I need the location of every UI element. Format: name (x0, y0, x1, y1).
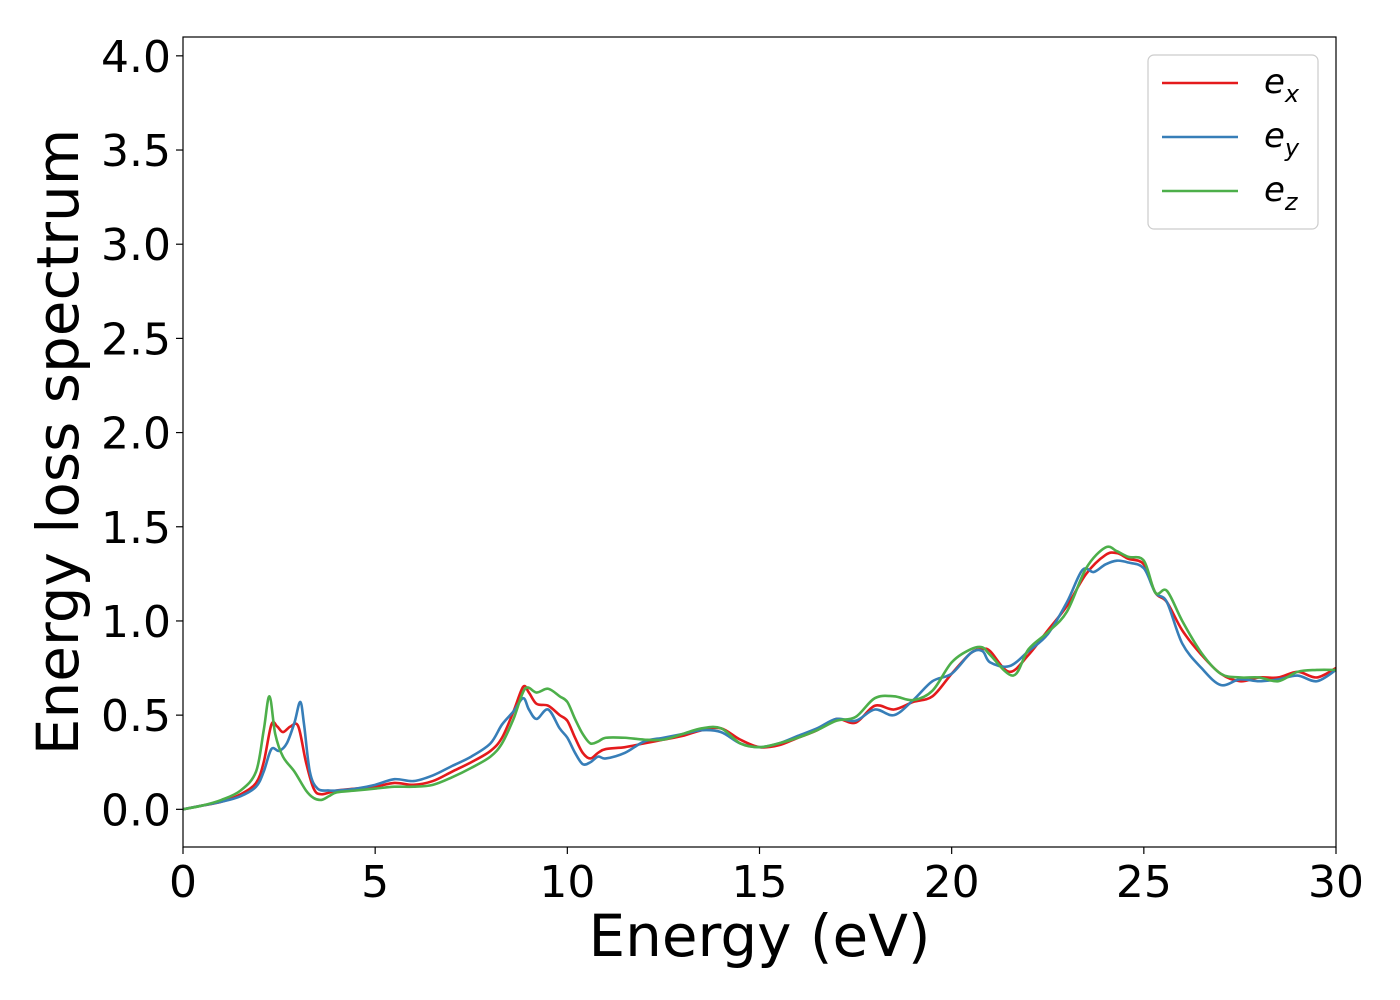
y-tick-label: 0.0 (101, 785, 171, 836)
x-tick-label: 30 (1308, 857, 1364, 908)
legend-label-ez: ez (1264, 170, 1299, 216)
y-tick-label: 2.0 (101, 409, 171, 460)
y-tick-label: 2.5 (101, 314, 171, 365)
legend-label-ey: ey (1264, 116, 1300, 162)
x-tick-label: 15 (732, 857, 788, 908)
y-axis-title: Energy loss spectrum (24, 129, 92, 755)
x-tick-label: 5 (361, 857, 389, 908)
y-tick-label: 1.5 (101, 503, 171, 554)
x-tick-label: 0 (169, 857, 197, 908)
y-tick-label: 0.5 (101, 691, 171, 742)
series-line-ey (182, 559, 1337, 811)
y-tick-label: 1.0 (101, 597, 171, 648)
x-tick-label: 25 (1116, 857, 1172, 908)
legend: ex ey ez (1147, 54, 1319, 230)
y-tick-label: 3.5 (101, 126, 171, 177)
y-tick-label: 4.0 (101, 32, 171, 83)
y-axis: 0.0 0.5 1.0 1.5 2.0 2.5 3.0 3.5 4.0 (101, 32, 183, 836)
series-line-ez (182, 545, 1337, 811)
x-tick-label: 20 (924, 857, 980, 908)
plot-area (183, 37, 1336, 847)
x-tick-label: 10 (539, 857, 595, 908)
legend-label-ex: ex (1264, 62, 1300, 108)
series-layer (182, 545, 1337, 811)
x-axis-title: Energy (eV) (588, 902, 930, 970)
legend-box (1147, 54, 1319, 230)
x-axis: 0 5 10 15 20 25 30 (169, 847, 1364, 908)
y-tick-label: 3.0 (101, 220, 171, 271)
